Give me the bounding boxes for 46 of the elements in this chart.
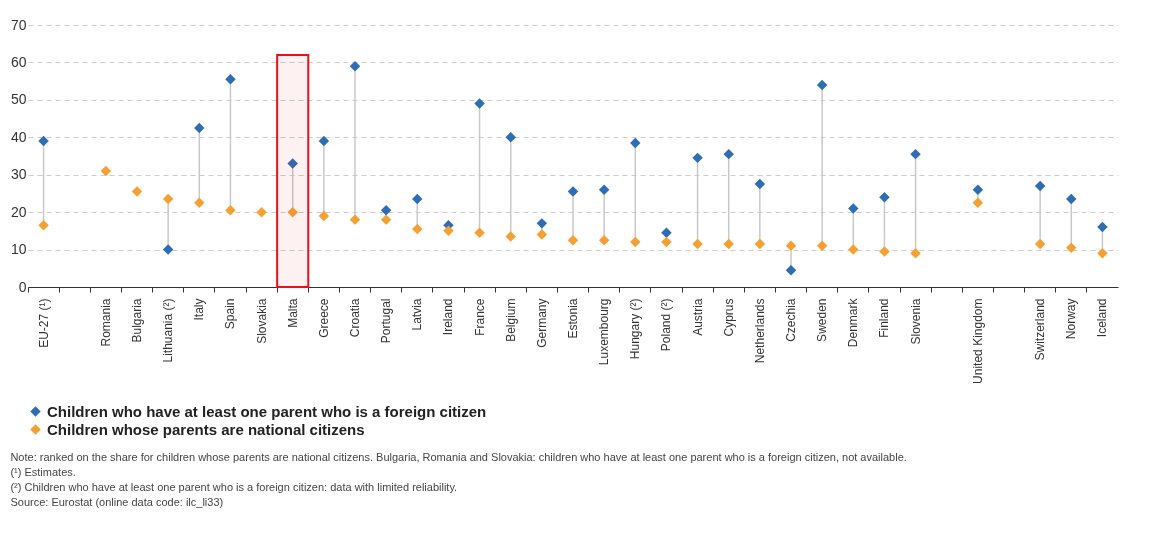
x-tick-label: Denmark bbox=[846, 297, 861, 348]
x-tick-label: United Kingdom bbox=[970, 298, 985, 384]
x-tick-label: Cyprus bbox=[721, 298, 736, 337]
x-tick-label: Hungary (²) bbox=[628, 298, 643, 360]
x-tick-label: Switzerland bbox=[1033, 298, 1048, 361]
y-tick-label: 60 bbox=[10, 53, 27, 70]
x-tick-label: Iceland bbox=[1095, 298, 1110, 338]
x-tick-label: Spain bbox=[223, 298, 238, 330]
x-tick-label: Norway bbox=[1064, 298, 1079, 340]
x-tick-label: Sweden bbox=[815, 298, 830, 342]
x-tick-label: Belgium bbox=[503, 298, 518, 342]
x-tick-label: Finland bbox=[877, 298, 892, 338]
x-tick-label: Malta bbox=[285, 298, 300, 328]
y-tick-label: 50 bbox=[10, 91, 27, 108]
legend-label: Children whose parents are national citizens bbox=[47, 420, 365, 438]
text: Note: ranked on the share for children whose parents are national citizens. Bulgaria, Romania and Slovakia: children who have at least one parent who is a foreign citizen, not available. bbox=[10, 451, 907, 463]
x-tick-label: Czechia bbox=[784, 298, 798, 342]
x-tick-label: Netherlands bbox=[752, 298, 767, 364]
x-tick-label: Lithuania (²) bbox=[161, 298, 176, 363]
source-note: Source: Eurostat (online data code: ilc_li33) bbox=[10, 496, 224, 508]
x-tick-label: Austria bbox=[690, 298, 705, 336]
x-tick-label: Latvia bbox=[410, 298, 425, 331]
x-tick-label: Croatia bbox=[348, 298, 362, 338]
x-tick-label: Greece bbox=[316, 298, 331, 338]
text: (²) Children who have at least one parent who is a foreign citizen: data with limited reliability. bbox=[10, 481, 458, 493]
y-tick-label: 40 bbox=[10, 128, 27, 145]
y-tick-label: 20 bbox=[10, 203, 27, 220]
y-tick-label: 10 bbox=[10, 241, 27, 258]
x-tick-label: Bulgaria bbox=[130, 298, 144, 343]
text: (¹) Estimates. bbox=[10, 466, 76, 478]
x-tick-label: Estonia bbox=[566, 298, 580, 339]
y-tick-label: 0 bbox=[18, 278, 27, 295]
x-tick-label: Italy bbox=[192, 298, 207, 321]
legend-label: Children who have at least one parent who is a foreign citizen bbox=[47, 402, 487, 420]
x-tick-label: Portugal bbox=[379, 298, 394, 344]
x-tick-label: Ireland bbox=[441, 298, 456, 336]
x-tick-label: EU-27 (¹) bbox=[36, 298, 51, 348]
y-tick-label: 70 bbox=[10, 16, 27, 33]
x-tick-label: France bbox=[472, 298, 487, 336]
x-tick-label: Slovakia bbox=[254, 298, 269, 344]
x-tick-label: Romania bbox=[98, 298, 113, 347]
y-tick-label: 30 bbox=[10, 166, 27, 183]
x-tick-label: Germany bbox=[534, 298, 549, 348]
x-tick-label: Poland (²) bbox=[659, 298, 674, 352]
x-tick-label: Slovenia bbox=[908, 298, 923, 345]
x-tick-label: Luxembourg bbox=[597, 298, 612, 366]
